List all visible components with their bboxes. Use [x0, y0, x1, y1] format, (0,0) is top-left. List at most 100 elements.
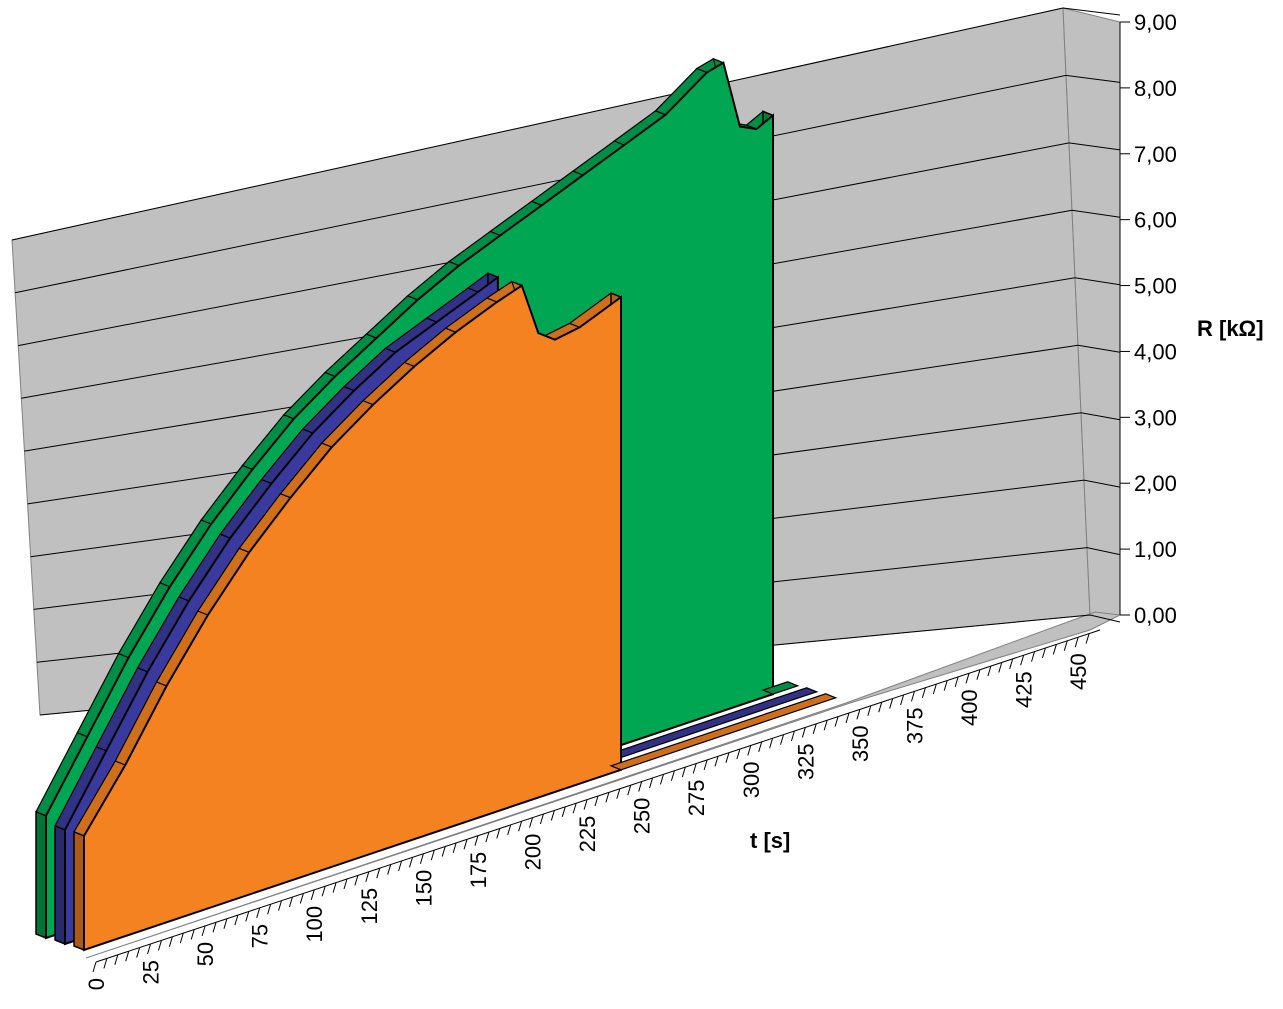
x-tick-label-4: 100: [302, 906, 327, 943]
x-tick-label-16: 400: [957, 689, 982, 726]
x-tick-label-7: 175: [466, 852, 491, 889]
x-minor-tick: [157, 940, 162, 951]
y-tick-label-5: 5,00: [1134, 274, 1177, 299]
x-minor-tick: [681, 766, 686, 778]
series-1-end-face: [54, 824, 66, 946]
x-tick-label-17: 425: [1012, 671, 1037, 708]
x-minor-tick: [332, 882, 337, 893]
x-minor-tick: [507, 824, 512, 836]
x-tick-label-12: 300: [739, 761, 764, 798]
x-minor-tick: [900, 694, 905, 706]
x-minor-tick: [965, 673, 970, 684]
x-minor-tick: [659, 774, 664, 785]
x-minor-tick: [190, 929, 195, 940]
x-minor-tick: [790, 730, 795, 742]
x-minor-tick: [354, 875, 359, 886]
y-axis-title: R [kΩ]: [1197, 316, 1264, 341]
x-minor-tick: [856, 709, 861, 720]
x-minor-tick: [452, 842, 457, 854]
series-2: [73, 280, 838, 952]
x-minor-tick: [321, 886, 326, 897]
x-minor-tick: [92, 961, 97, 973]
x-minor-tick: [834, 716, 839, 727]
x-minor-tick: [714, 756, 719, 767]
x-minor-tick: [812, 723, 817, 734]
x-tick-label-3: 75: [248, 924, 273, 948]
series-layer: [35, 57, 838, 952]
y-tick-label-8: 8,00: [1134, 76, 1177, 101]
series-2-end-face: [73, 830, 85, 952]
x-tick-label-10: 250: [630, 798, 655, 835]
series-2-front-face: [83, 284, 622, 952]
gridline-8: [14, 74, 1121, 294]
x-minor-tick: [801, 727, 806, 738]
x-minor-tick: [736, 748, 741, 760]
x-minor-tick: [725, 752, 730, 763]
x-minor-tick: [147, 943, 152, 955]
series-0-zero-strip: [761, 681, 800, 695]
x-minor-tick: [649, 777, 654, 789]
x-tick-label-6: 150: [411, 870, 436, 907]
x-minor-tick: [1020, 655, 1025, 666]
x-tick-label-8: 200: [521, 834, 546, 871]
x-minor-tick: [245, 911, 250, 922]
x-minor-tick: [518, 821, 523, 832]
x-minor-tick: [485, 831, 490, 843]
x-tick-label-13: 325: [793, 743, 818, 780]
x-minor-tick: [627, 785, 632, 796]
x-minor-tick: [638, 781, 643, 792]
x-minor-tick: [987, 665, 992, 677]
x-minor-tick: [1052, 644, 1057, 655]
x-minor-tick: [703, 759, 708, 771]
x-tick-label-11: 275: [684, 780, 709, 817]
x-minor-tick: [267, 904, 272, 915]
x-tick-label-5: 125: [357, 888, 382, 925]
x-minor-tick: [943, 680, 948, 691]
x-minor-tick: [496, 828, 501, 839]
x-minor-tick: [1031, 651, 1036, 662]
x-minor-tick: [125, 951, 130, 962]
x-minor-tick: [168, 936, 173, 947]
x-minor-tick: [583, 799, 588, 810]
x-minor-tick: [310, 889, 315, 900]
x-minor-tick: [780, 734, 785, 745]
x-minor-tick: [616, 788, 621, 799]
x-minor-tick: [288, 896, 293, 908]
x-minor-tick: [441, 846, 446, 857]
y-tick-label-0: 0,00: [1134, 603, 1177, 628]
x-tick-label-2: 50: [193, 942, 218, 966]
x-minor-tick: [201, 925, 206, 937]
y-tick-label-3: 3,00: [1134, 405, 1177, 430]
x-minor-tick: [769, 738, 774, 749]
x-minor-tick: [474, 835, 479, 846]
x-tick-label-18: 450: [1066, 653, 1091, 690]
x-minor-tick: [212, 922, 217, 933]
x-minor-tick: [605, 792, 610, 803]
x-minor-tick: [365, 871, 370, 882]
x-minor-tick: [223, 918, 228, 929]
x-minor-tick: [299, 893, 304, 904]
x-minor-tick: [539, 813, 544, 825]
x-minor-tick: [343, 878, 348, 890]
x-minor-tick: [278, 900, 283, 911]
x-minor-tick: [932, 683, 937, 695]
x-minor-tick: [910, 691, 915, 702]
x-minor-tick: [594, 795, 599, 807]
x-minor-tick: [1085, 633, 1090, 644]
x-minor-tick: [463, 839, 468, 850]
x-minor-tick: [376, 868, 381, 879]
x-minor-tick: [136, 947, 141, 958]
x-minor-tick: [114, 954, 119, 965]
x-minor-tick: [103, 958, 108, 969]
x-tick-label-14: 350: [848, 725, 873, 762]
x-minor-tick: [998, 662, 1003, 673]
y-tick-label-1: 1,00: [1134, 537, 1177, 562]
x-minor-tick: [758, 741, 763, 753]
x-minor-tick: [550, 810, 555, 821]
x-minor-tick: [976, 669, 981, 680]
x-minor-tick: [670, 770, 675, 781]
x-minor-tick: [889, 698, 894, 709]
x-minor-tick: [1063, 640, 1068, 651]
series-0-end-face: [35, 810, 47, 940]
gridline-9: [11, 7, 1121, 241]
